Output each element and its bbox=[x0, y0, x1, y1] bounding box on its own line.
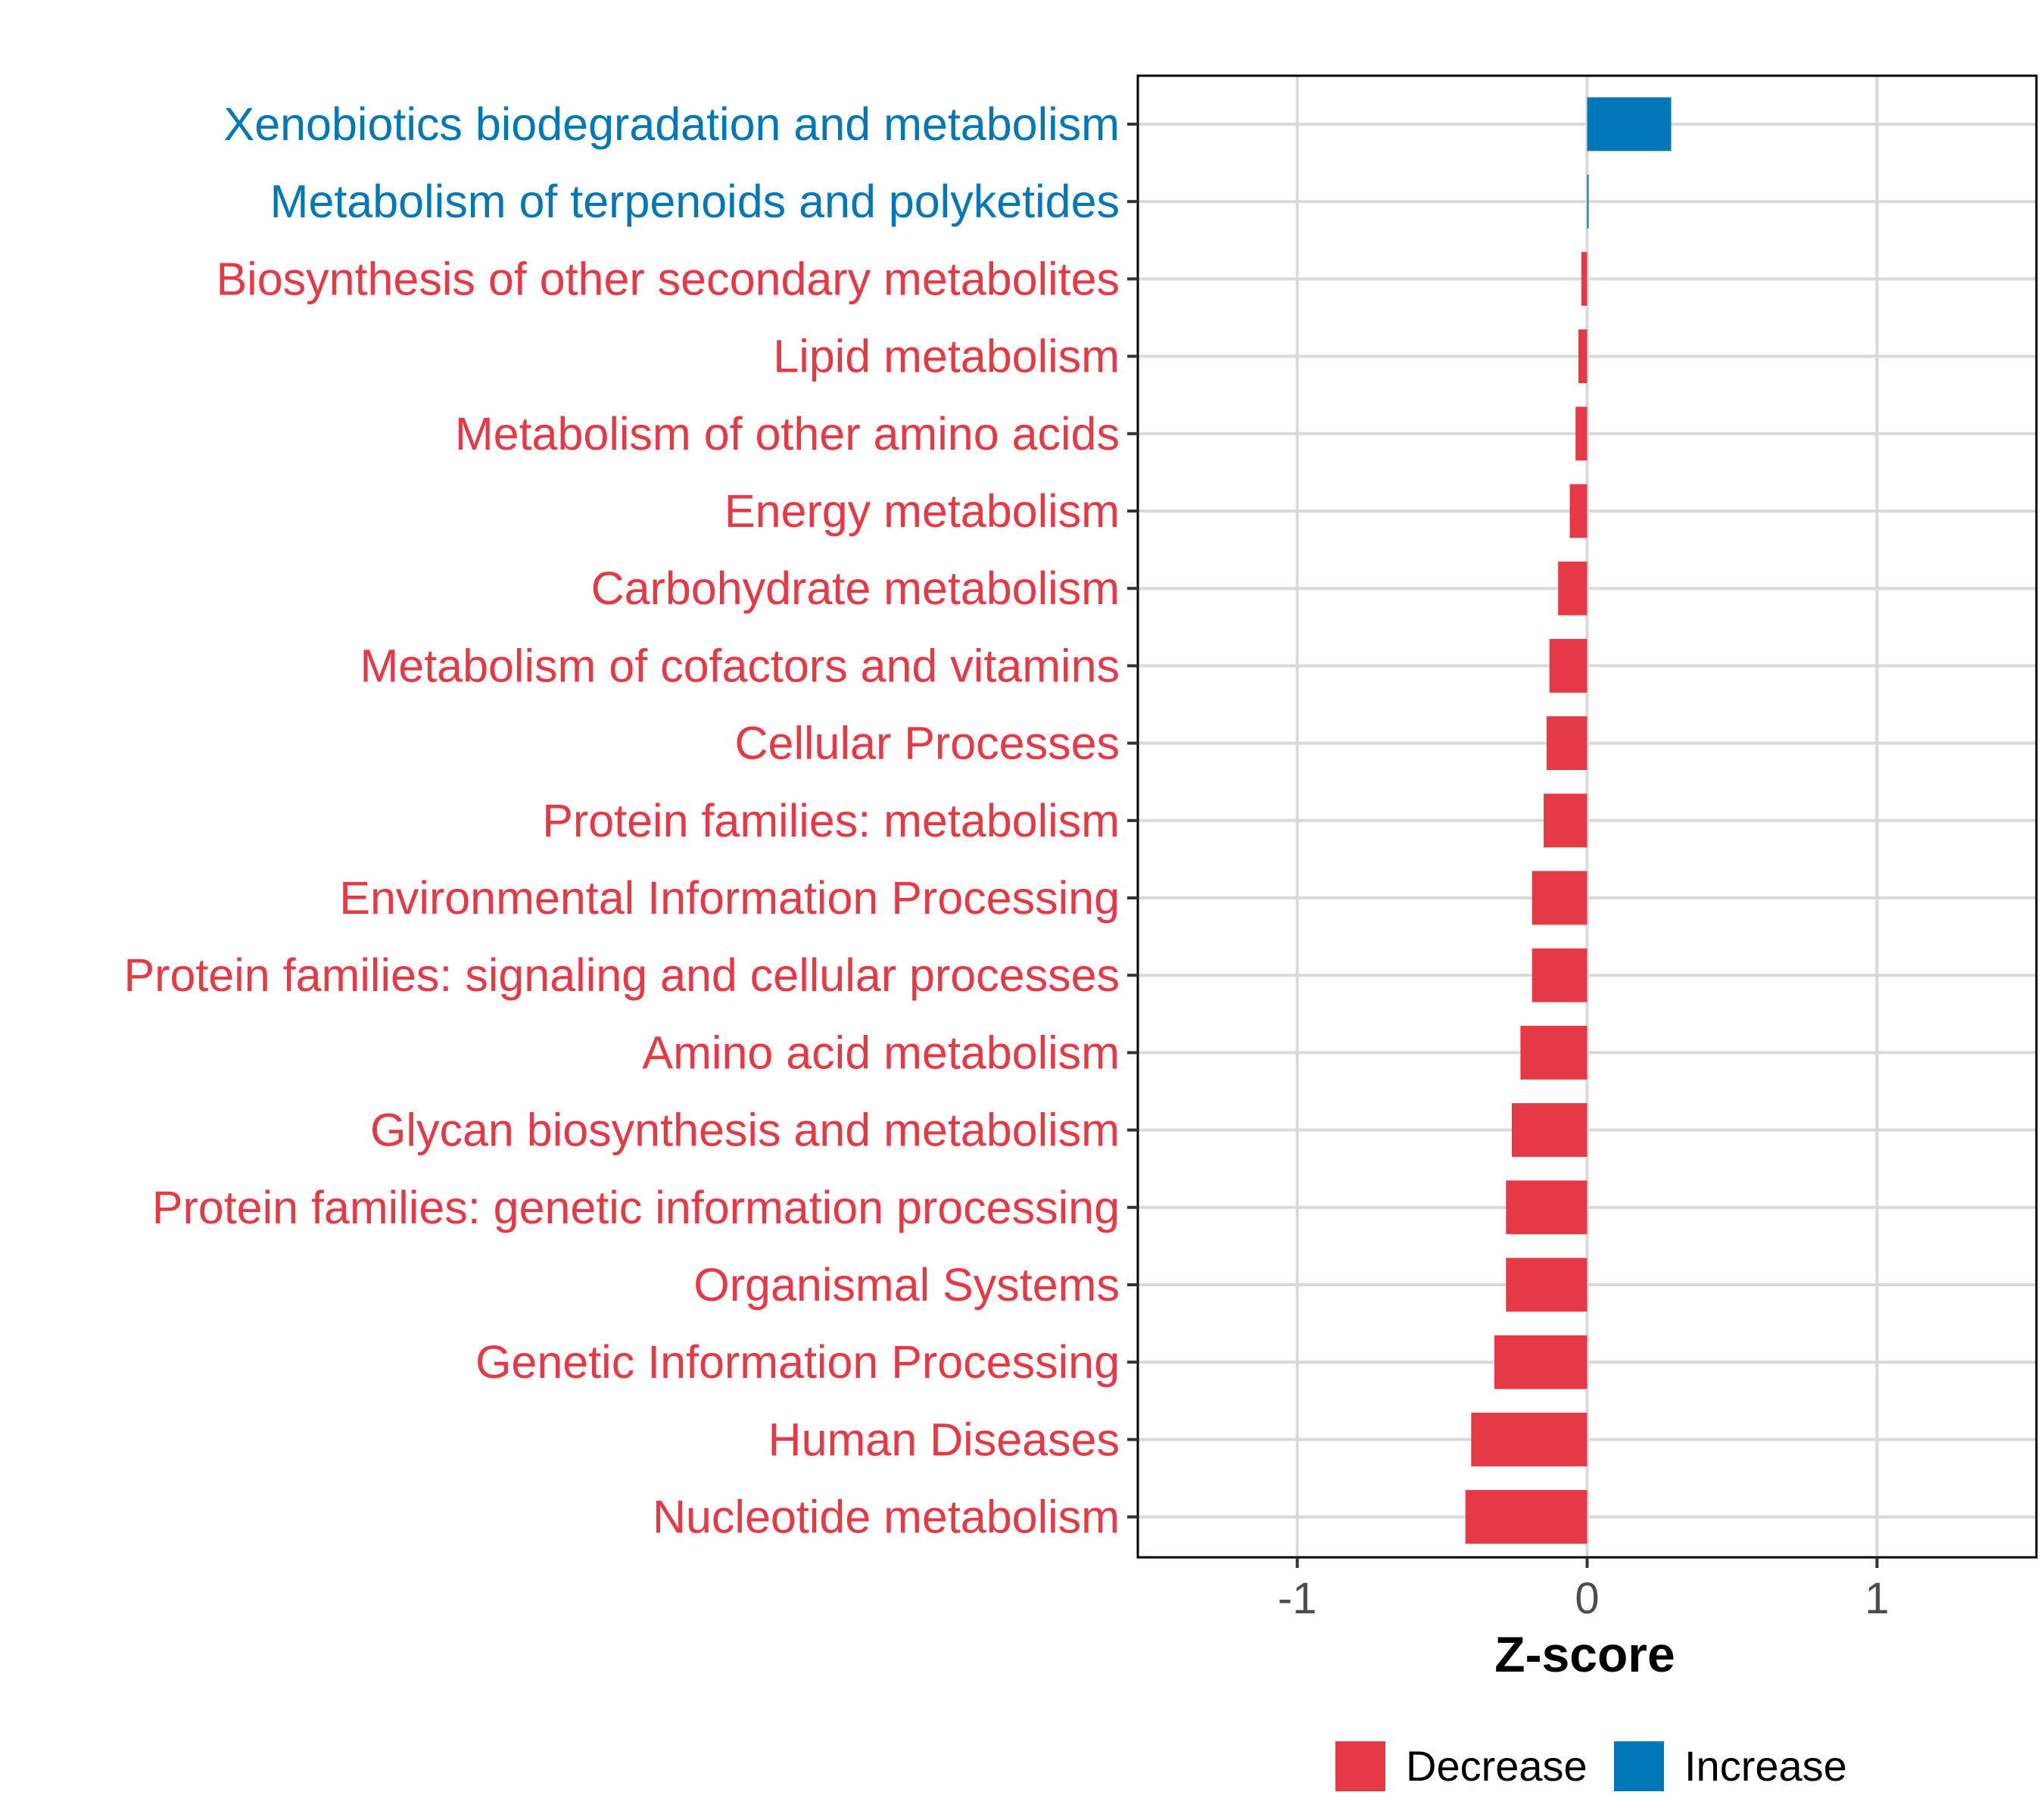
bar-decrease bbox=[1578, 329, 1588, 384]
bar-decrease bbox=[1520, 1025, 1588, 1080]
category-label: Cellular Processes bbox=[734, 718, 1120, 769]
category-label: Metabolism of other amino acids bbox=[455, 408, 1120, 460]
category-label: Organismal Systems bbox=[693, 1259, 1120, 1311]
bar-increase bbox=[1587, 174, 1589, 229]
category-label: Metabolism of terpenoids and polyketides bbox=[270, 176, 1120, 227]
category-label: Biosynthesis of other secondary metaboli… bbox=[216, 253, 1120, 304]
x-tick-label: 1 bbox=[1865, 1574, 1889, 1623]
category-label: Protein families: genetic information pr… bbox=[152, 1182, 1120, 1233]
category-label: Protein families: signaling and cellular… bbox=[123, 949, 1120, 1001]
category-label: Amino acid metabolism bbox=[642, 1027, 1120, 1078]
category-label: Glycan biosynthesis and metabolism bbox=[370, 1105, 1120, 1156]
bars bbox=[1465, 97, 1672, 1544]
bar-decrease bbox=[1494, 1335, 1588, 1389]
category-label: Human Diseases bbox=[768, 1413, 1120, 1465]
bar-decrease bbox=[1471, 1412, 1588, 1466]
y-axis-labels: Xenobiotics biodegradation and metabolis… bbox=[123, 98, 1120, 1543]
legend-swatch-decrease bbox=[1335, 1741, 1385, 1791]
bar-decrease bbox=[1531, 948, 1588, 1002]
category-label: Carbohydrate metabolism bbox=[591, 563, 1120, 614]
x-axis-ticks: -1 0 1 bbox=[1278, 1557, 1890, 1623]
bar-decrease bbox=[1549, 638, 1588, 693]
category-label: Metabolism of cofactors and vitamins bbox=[360, 640, 1120, 691]
bar-decrease bbox=[1511, 1103, 1588, 1158]
category-label: Energy metabolism bbox=[724, 485, 1120, 537]
bar-decrease bbox=[1544, 793, 1588, 848]
bar-decrease bbox=[1558, 561, 1588, 616]
legend: Decrease Increase bbox=[1335, 1741, 1847, 1791]
bar-decrease bbox=[1506, 1258, 1588, 1312]
bar-decrease bbox=[1531, 871, 1588, 925]
bar-increase bbox=[1587, 97, 1672, 151]
legend-label-increase: Increase bbox=[1684, 1742, 1847, 1790]
bar-decrease bbox=[1506, 1180, 1588, 1235]
category-label: Lipid metabolism bbox=[773, 331, 1120, 382]
bar-decrease bbox=[1575, 407, 1588, 461]
x-tick-label: -1 bbox=[1278, 1574, 1317, 1623]
category-label: Xenobiotics biodegradation and metabolis… bbox=[224, 98, 1120, 150]
category-label: Environmental Information Processing bbox=[339, 872, 1120, 924]
legend-label-decrease: Decrease bbox=[1406, 1742, 1588, 1790]
bar-decrease bbox=[1546, 716, 1588, 771]
x-axis-title: Z-score bbox=[1494, 1626, 1675, 1682]
category-label: Genetic Information Processing bbox=[475, 1336, 1120, 1388]
bar-decrease bbox=[1581, 251, 1588, 306]
category-label: Protein families: metabolism bbox=[542, 795, 1120, 846]
y-axis-ticks bbox=[1127, 123, 1138, 1519]
legend-swatch-increase bbox=[1614, 1741, 1664, 1791]
category-label: Nucleotide metabolism bbox=[653, 1491, 1120, 1543]
x-tick-label: 0 bbox=[1575, 1574, 1599, 1623]
bar-decrease bbox=[1569, 484, 1588, 538]
bar-decrease bbox=[1465, 1490, 1588, 1544]
